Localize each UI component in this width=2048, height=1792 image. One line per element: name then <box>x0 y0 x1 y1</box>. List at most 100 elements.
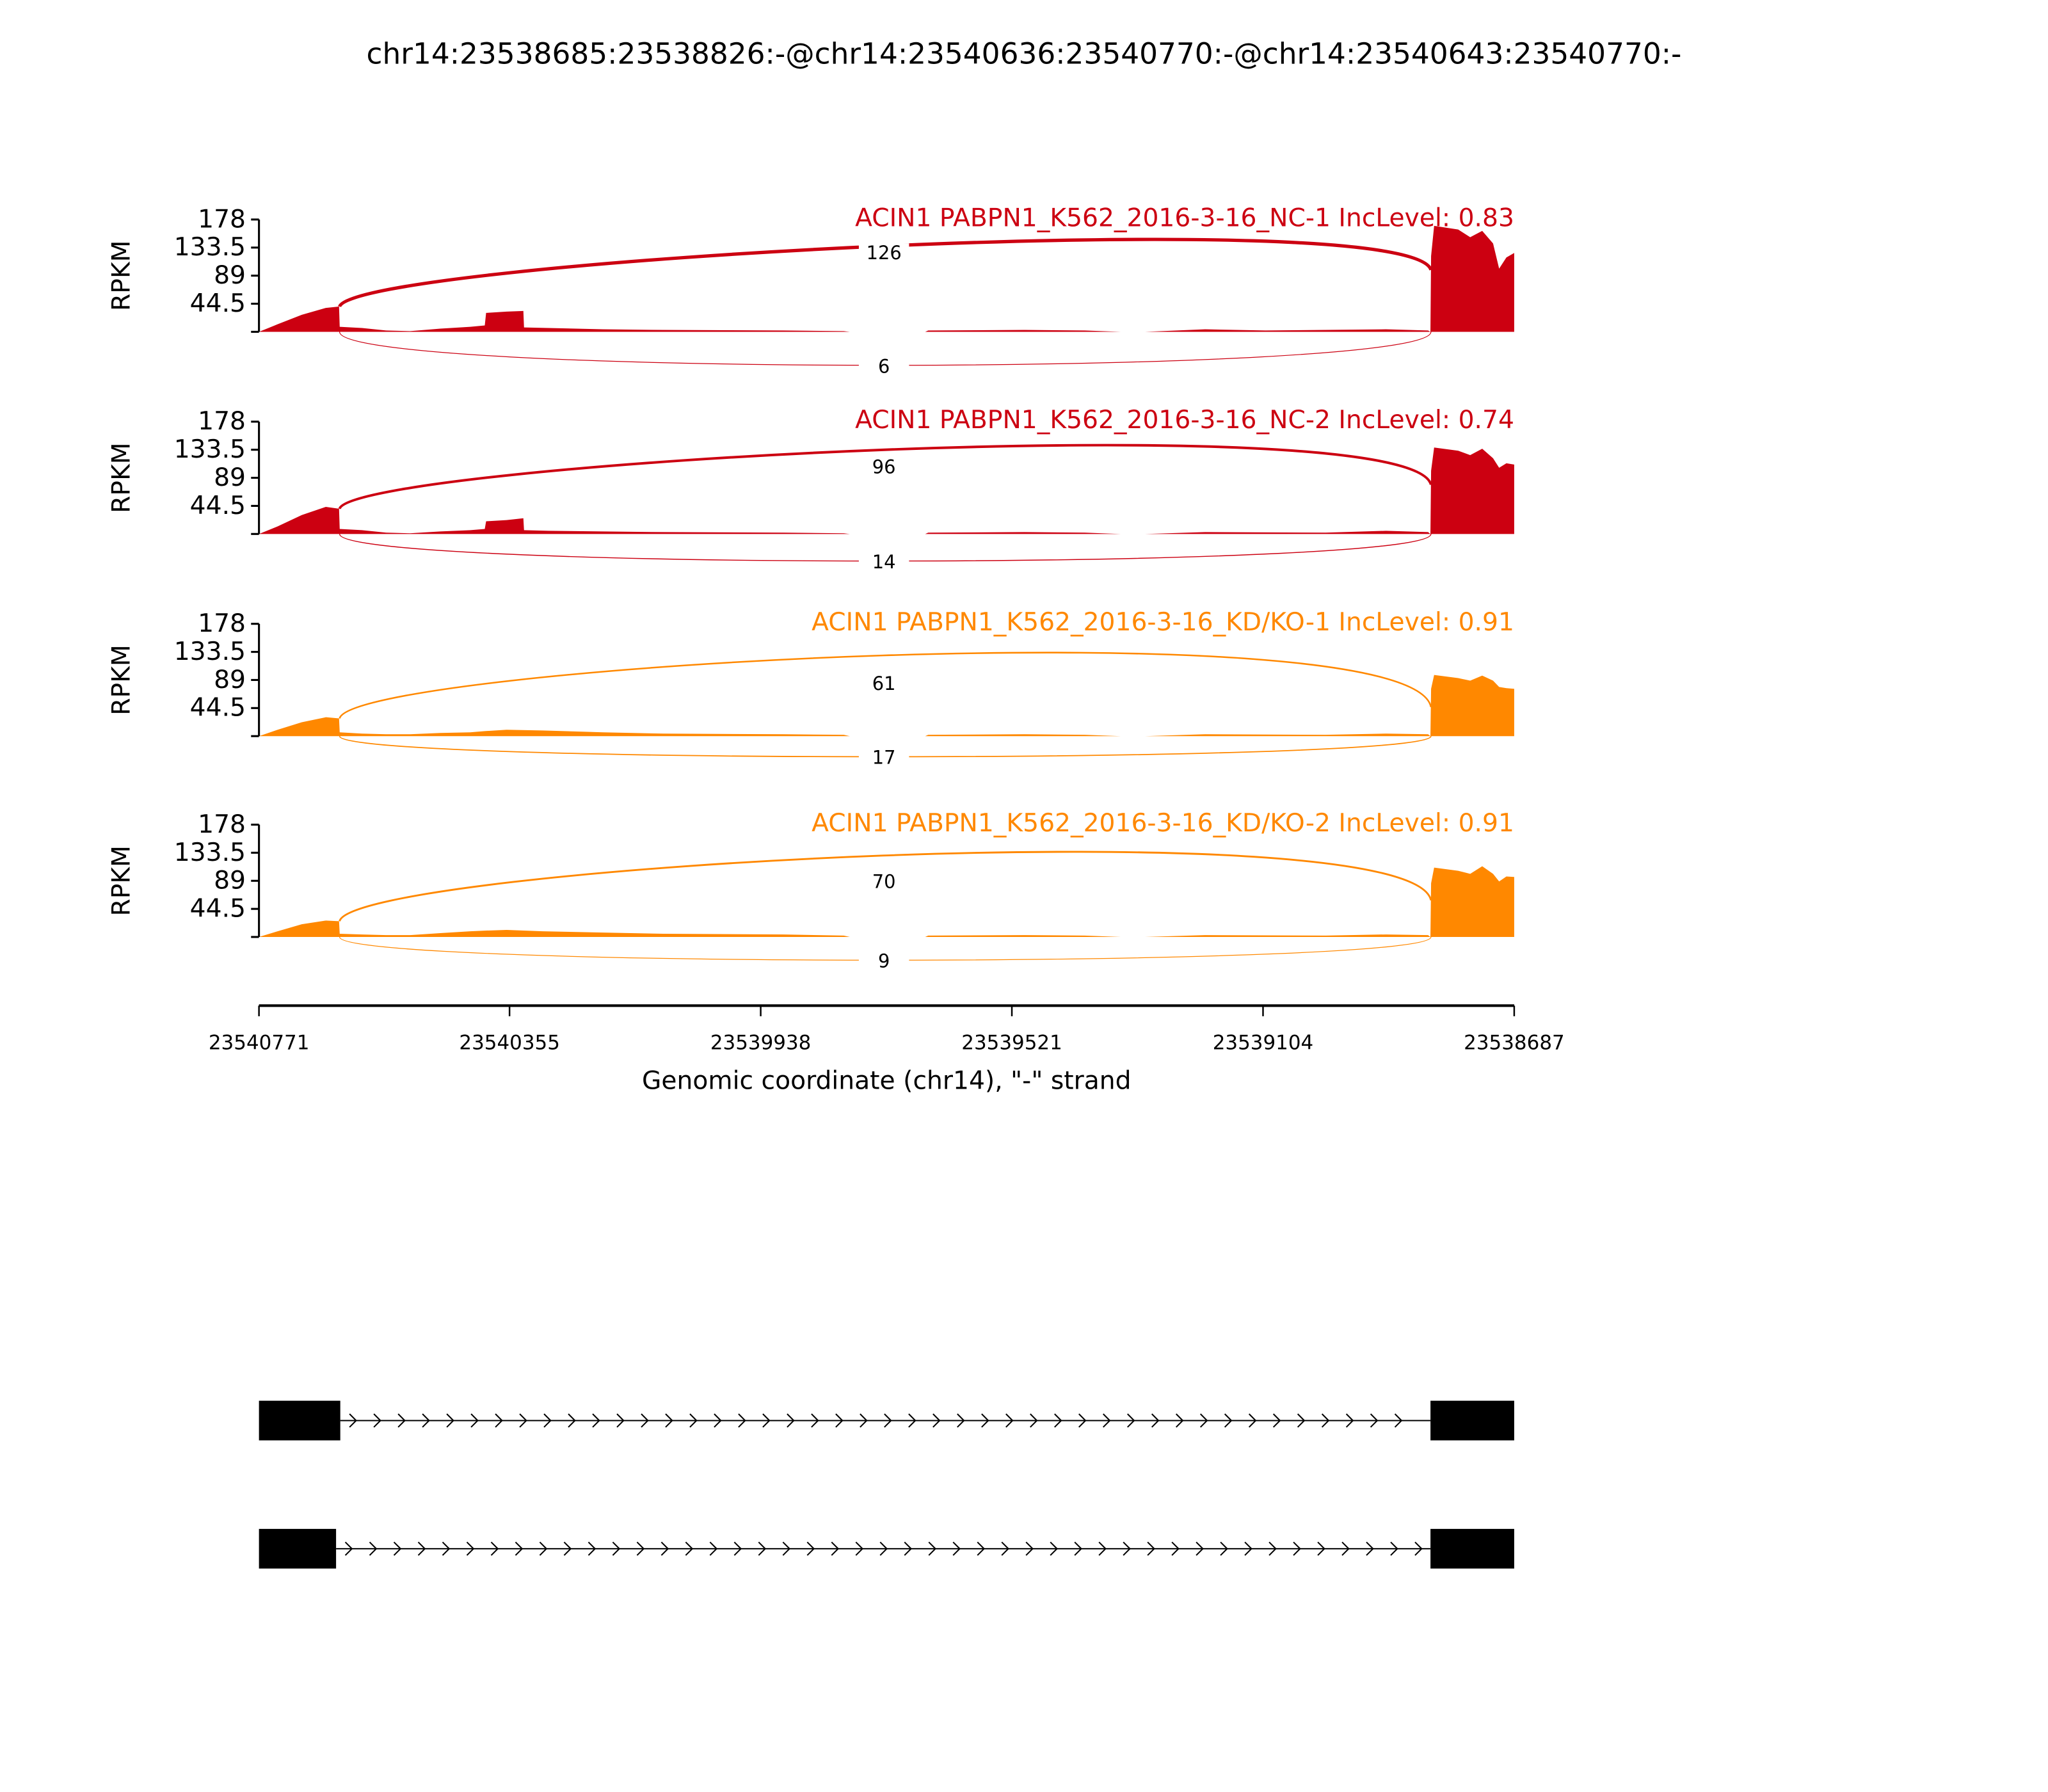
strand-arrow-icon <box>957 1413 965 1428</box>
strand-arrow-icon <box>762 1413 771 1428</box>
strand-arrow-icon <box>1220 1541 1228 1556</box>
exon-block <box>1430 1400 1514 1441</box>
strand-arrow-icon <box>665 1413 673 1428</box>
y-tick-label: 89 <box>214 261 246 290</box>
junction-label-bg <box>858 746 909 768</box>
inclusion-count-label: 70 <box>872 871 896 893</box>
strand-arrow-icon <box>636 1541 645 1556</box>
strand-arrow-icon <box>422 1413 430 1428</box>
y-tick-label: 133.5 <box>174 233 246 262</box>
x-tick-label: 23538687 <box>1464 1031 1565 1054</box>
strand-arrow-icon <box>616 1413 625 1428</box>
strand-arrow-icon <box>1272 1413 1281 1428</box>
strand-arrow-icon <box>1268 1541 1277 1556</box>
gene-model <box>259 1528 1514 1569</box>
strand-arrow-icon <box>981 1413 989 1428</box>
strand-arrow-icon <box>641 1413 649 1428</box>
y-tick-label: 44.5 <box>190 694 246 723</box>
strand-arrow-icon <box>782 1541 791 1556</box>
junction-label-bg <box>858 243 909 265</box>
strand-arrow-icon <box>563 1541 572 1556</box>
strand-arrow-icon <box>417 1541 426 1556</box>
strand-arrow-icon <box>393 1541 402 1556</box>
strand-arrow-icon <box>689 1413 698 1428</box>
junction-label-bg <box>858 551 909 573</box>
strand-arrow-icon <box>1001 1541 1009 1556</box>
strand-arrow-icon <box>908 1413 916 1428</box>
strand-arrow-icon <box>1317 1541 1325 1556</box>
strand-arrow-icon <box>543 1413 552 1428</box>
inclusion-junction-arc <box>339 652 1432 719</box>
y-axis-label: RPKM <box>107 644 136 715</box>
strand-arrow-icon <box>1147 1541 1155 1556</box>
strand-arrow-icon <box>709 1541 718 1556</box>
strand-arrow-icon <box>1151 1413 1160 1428</box>
strand-arrow-icon <box>588 1541 596 1556</box>
strand-arrow-icon <box>1199 1413 1208 1428</box>
strand-arrow-icon <box>1171 1541 1180 1556</box>
y-tick-label: 44.5 <box>190 289 246 318</box>
junction-label-bg <box>858 457 909 479</box>
strand-arrow-icon <box>1414 1541 1423 1556</box>
y-tick-label: 178 <box>198 407 246 436</box>
strand-arrow-icon <box>369 1541 378 1556</box>
strand-arrow-icon <box>811 1413 819 1428</box>
sample-label: ACIN1 PABPN1_K562_2016-3-16_KD/KO-1 IncL… <box>812 608 1514 637</box>
x-axis: 23540771 23540355 23539938 23539521 23539104… <box>209 1004 1565 1054</box>
strand-arrow-icon <box>1025 1541 1034 1556</box>
strand-arrow-icon <box>446 1413 454 1428</box>
x-tick-label: 23539521 <box>961 1031 1062 1054</box>
y-axis-label: RPKM <box>107 240 136 310</box>
strand-arrow-icon <box>952 1541 961 1556</box>
strand-arrow-icon <box>1050 1541 1058 1556</box>
y-tick-label: 89 <box>214 463 246 492</box>
strand-arrow-icon <box>1248 1413 1257 1428</box>
exon-block <box>259 1400 340 1441</box>
figure-title: chr14:23538685:23538826:-@chr14:23540636… <box>367 36 1682 70</box>
sample-label: ACIN1 PABPN1_K562_2016-3-16_NC-2 IncLeve… <box>855 406 1514 435</box>
exon-block <box>1430 1528 1514 1569</box>
y-tick-label: 178 <box>198 609 246 638</box>
gene-model <box>259 1400 1514 1441</box>
strand-arrow-icon <box>977 1541 986 1556</box>
strand-arrow-icon <box>519 1413 527 1428</box>
inclusion-junction-arc <box>338 444 1432 509</box>
strand-arrow-icon <box>884 1413 892 1428</box>
strand-arrow-icon <box>1054 1413 1062 1428</box>
strand-arrow-icon <box>1123 1541 1131 1556</box>
strand-arrow-icon <box>879 1541 888 1556</box>
strand-arrow-icon <box>806 1541 815 1556</box>
strand-arrow-icon <box>1390 1541 1398 1556</box>
strand-arrow-icon <box>349 1413 357 1428</box>
strand-arrow-icon <box>660 1541 669 1556</box>
strand-arrow-icon <box>714 1413 722 1428</box>
strand-arrow-icon <box>1074 1541 1082 1556</box>
inclusion-count-label: 96 <box>872 456 896 477</box>
y-tick-label: 89 <box>214 867 246 895</box>
strand-arrow-icon <box>1196 1541 1204 1556</box>
skipping-count-label: 17 <box>872 747 896 769</box>
strand-arrow-icon <box>442 1541 451 1556</box>
strand-arrow-icon <box>733 1541 742 1556</box>
strand-arrow-icon <box>904 1541 913 1556</box>
strand-arrow-icon <box>470 1413 479 1428</box>
strand-arrow-icon <box>1345 1413 1354 1428</box>
exon-block <box>259 1528 337 1569</box>
y-tick-label: 133.5 <box>174 435 246 464</box>
strand-arrow-icon <box>1293 1541 1301 1556</box>
x-axis-label: Genomic coordinate (chr14), "-" strand <box>642 1066 1132 1095</box>
junction-label-bg <box>858 355 909 377</box>
strand-arrow-icon <box>373 1413 381 1428</box>
y-tick-label: 44.5 <box>190 895 246 924</box>
strand-arrow-icon <box>860 1413 868 1428</box>
strand-arrow-icon <box>855 1541 864 1556</box>
strand-arrow-icon <box>1030 1413 1038 1428</box>
strand-arrow-icon <box>1005 1413 1014 1428</box>
sample-label: ACIN1 PABPN1_K562_2016-3-16_NC-1 IncLeve… <box>855 204 1514 232</box>
strand-arrow-icon <box>1394 1413 1403 1428</box>
strand-arrow-icon <box>495 1413 503 1428</box>
